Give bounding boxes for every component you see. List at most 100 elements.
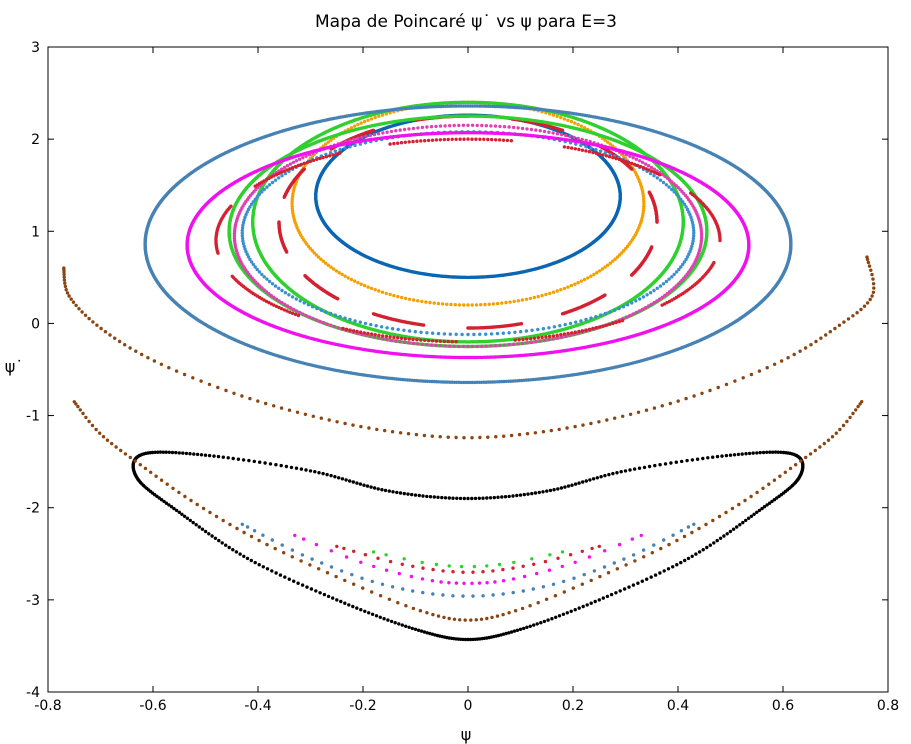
data-point bbox=[333, 313, 337, 317]
data-point bbox=[454, 137, 458, 141]
data-point bbox=[384, 334, 389, 339]
data-point bbox=[493, 344, 498, 348]
data-point bbox=[442, 339, 446, 344]
data-point bbox=[611, 259, 615, 263]
data-point bbox=[594, 151, 598, 155]
data-point bbox=[425, 125, 429, 129]
data-point bbox=[582, 126, 587, 130]
data-point bbox=[647, 190, 651, 194]
data-point bbox=[555, 114, 559, 119]
data-point bbox=[466, 344, 470, 349]
data-point bbox=[649, 165, 654, 170]
data-point bbox=[293, 312, 298, 317]
data-point bbox=[568, 134, 572, 139]
data-point bbox=[641, 295, 646, 299]
data-point bbox=[480, 344, 484, 348]
data-point bbox=[291, 307, 296, 311]
data-point bbox=[407, 341, 411, 345]
data-point bbox=[369, 332, 374, 336]
data-point bbox=[547, 337, 551, 342]
data-point bbox=[582, 277, 587, 282]
data-point bbox=[555, 289, 559, 293]
data-point bbox=[712, 260, 716, 265]
data-point bbox=[608, 310, 612, 314]
data-point bbox=[376, 132, 381, 136]
data-point bbox=[580, 148, 585, 152]
data-point bbox=[603, 311, 608, 316]
data-point bbox=[580, 329, 585, 333]
data-point bbox=[540, 335, 544, 340]
data-point bbox=[498, 343, 502, 348]
data-point bbox=[692, 234, 696, 238]
data-point bbox=[520, 341, 525, 346]
data-point bbox=[513, 338, 517, 342]
data-point bbox=[348, 317, 352, 322]
data-point bbox=[290, 311, 295, 315]
data-point bbox=[606, 140, 610, 144]
data-point bbox=[420, 299, 424, 304]
data-point bbox=[551, 337, 555, 341]
data-point bbox=[562, 286, 567, 291]
data-point bbox=[655, 286, 659, 290]
data-point bbox=[429, 125, 434, 129]
data-point bbox=[446, 339, 450, 344]
data-point bbox=[643, 306, 648, 310]
data-point bbox=[343, 274, 347, 278]
data-point bbox=[381, 131, 385, 135]
data-point bbox=[450, 340, 454, 344]
data-point bbox=[608, 142, 612, 146]
data-point bbox=[603, 293, 607, 297]
data-point bbox=[508, 300, 512, 304]
data-point bbox=[373, 333, 377, 337]
data-point bbox=[352, 124, 357, 128]
data-point bbox=[318, 156, 322, 161]
data-point bbox=[385, 326, 389, 330]
data-point bbox=[366, 285, 370, 289]
data-point bbox=[450, 137, 454, 141]
data-point bbox=[489, 344, 493, 348]
data-point bbox=[369, 117, 374, 121]
data-point bbox=[620, 158, 625, 163]
data-point bbox=[587, 327, 592, 331]
x-tick-label: -0.2 bbox=[349, 698, 376, 714]
data-point bbox=[601, 153, 605, 157]
data-point bbox=[573, 121, 577, 125]
data-point bbox=[364, 134, 368, 139]
data-point bbox=[615, 255, 620, 259]
data-point bbox=[307, 315, 312, 319]
data-point bbox=[291, 160, 296, 165]
data-point bbox=[434, 343, 438, 348]
data-point bbox=[516, 342, 520, 346]
data-point bbox=[591, 326, 595, 331]
data-point bbox=[326, 263, 330, 267]
data-point bbox=[474, 137, 478, 141]
data-point bbox=[484, 332, 488, 336]
data-point bbox=[297, 157, 302, 161]
data-point bbox=[359, 330, 363, 334]
data-point bbox=[544, 292, 548, 297]
data-point bbox=[346, 276, 350, 280]
data-point bbox=[349, 277, 354, 282]
data-point bbox=[336, 297, 340, 301]
data-point bbox=[438, 339, 442, 343]
data-point bbox=[559, 115, 563, 120]
x-tick-label: 0.4 bbox=[667, 698, 689, 714]
data-point bbox=[265, 277, 269, 281]
y-tick-label: 0 bbox=[31, 316, 40, 332]
data-point bbox=[282, 195, 286, 199]
data-point bbox=[296, 163, 301, 168]
data-point bbox=[681, 221, 685, 225]
data-point bbox=[380, 113, 385, 117]
data-point bbox=[369, 286, 374, 291]
data-point bbox=[267, 279, 272, 284]
data-point bbox=[262, 187, 266, 192]
data-point bbox=[419, 330, 423, 334]
data-point bbox=[442, 137, 446, 142]
data-point bbox=[564, 133, 568, 138]
y-tick-label: 3 bbox=[31, 40, 40, 56]
data-point bbox=[548, 291, 552, 296]
data-point bbox=[436, 331, 441, 336]
data-point bbox=[363, 321, 368, 326]
data-point bbox=[394, 129, 398, 133]
data-point bbox=[631, 312, 635, 316]
